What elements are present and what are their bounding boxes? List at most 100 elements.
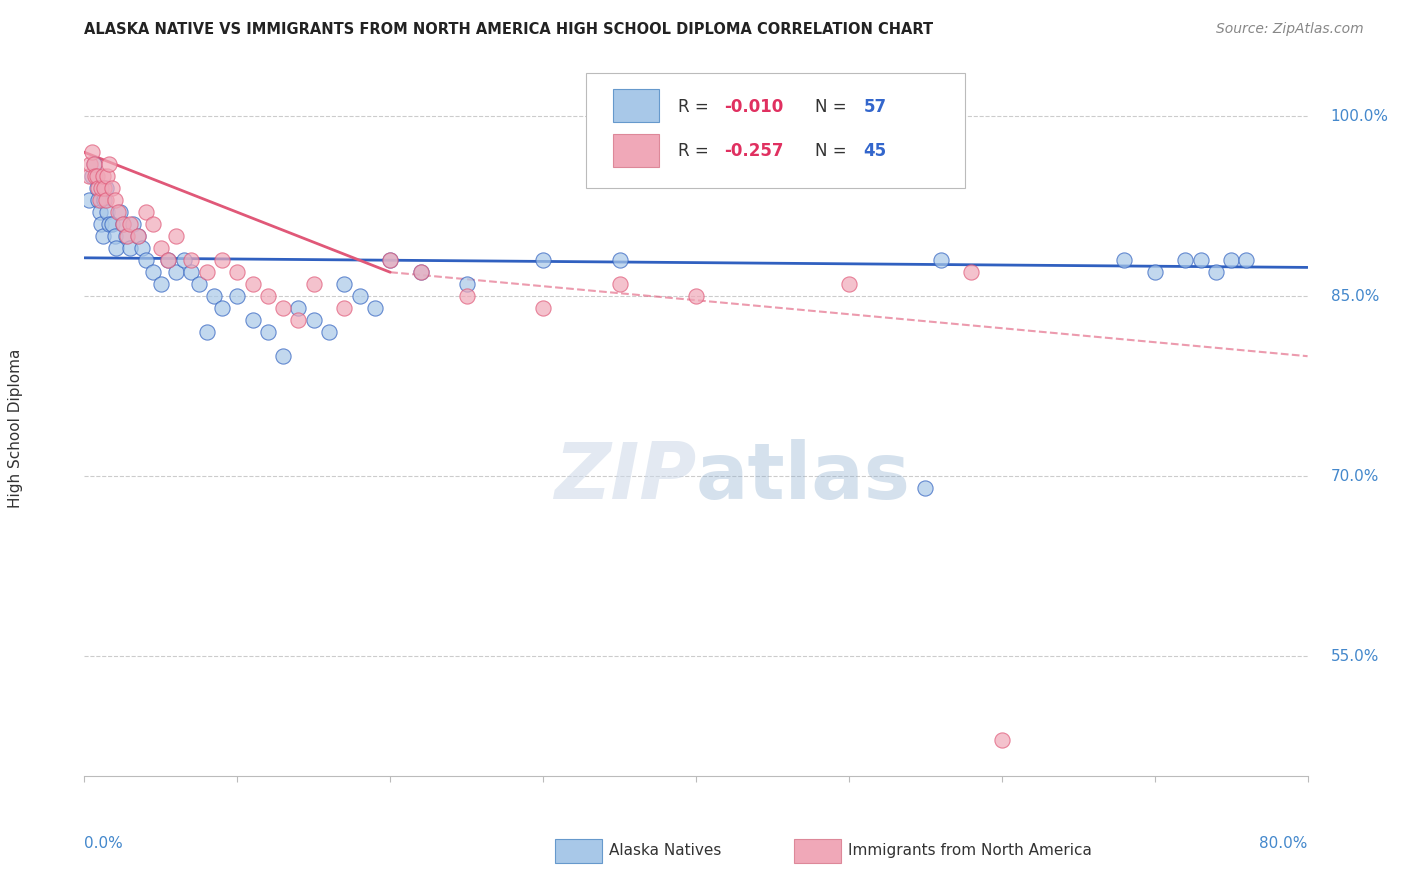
Point [104, 193, 127, 207]
Point [83, 157, 105, 171]
Point [333, 301, 356, 316]
Point [195, 265, 218, 279]
Point [1234, 253, 1257, 268]
Text: Source: ZipAtlas.com: Source: ZipAtlas.com [1216, 22, 1364, 37]
Point [127, 229, 149, 244]
Point [83, 157, 105, 171]
Point [115, 229, 138, 244]
Point [242, 277, 264, 292]
Point [1189, 253, 1212, 268]
Point [531, 253, 554, 268]
Point [157, 253, 180, 268]
Point [101, 217, 124, 231]
Text: Immigrants from North America: Immigrants from North America [848, 844, 1091, 858]
Text: High School Diploma: High School Diploma [8, 349, 22, 508]
Point [318, 325, 340, 339]
Point [79, 157, 101, 171]
Point [104, 229, 127, 244]
Point [226, 289, 249, 303]
Point [111, 217, 134, 231]
Point [107, 205, 129, 219]
Point [101, 181, 124, 195]
FancyBboxPatch shape [613, 134, 659, 168]
Point [531, 301, 554, 316]
Text: -0.010: -0.010 [724, 98, 783, 116]
Point [94, 193, 117, 207]
Text: 80.0%: 80.0% [1260, 836, 1308, 851]
Text: R =: R = [678, 98, 714, 116]
Text: 85.0%: 85.0% [1330, 289, 1379, 303]
Point [226, 265, 249, 279]
Point [257, 289, 280, 303]
Point [131, 241, 153, 255]
Point [257, 325, 280, 339]
Point [149, 277, 172, 292]
Point [685, 289, 707, 303]
Point [202, 289, 225, 303]
Text: 70.0%: 70.0% [1330, 468, 1379, 483]
Point [609, 277, 631, 292]
Point [96, 205, 118, 219]
Point [180, 265, 202, 279]
Point [111, 217, 134, 231]
Point [1143, 265, 1166, 279]
Point [91, 169, 114, 184]
Point [142, 217, 165, 231]
Point [135, 205, 157, 219]
Point [960, 265, 983, 279]
Point [302, 313, 325, 327]
Point [990, 733, 1012, 747]
Text: 45: 45 [863, 142, 887, 161]
Point [86, 169, 108, 184]
Point [1205, 265, 1227, 279]
Text: ALASKA NATIVE VS IMMIGRANTS FROM NORTH AMERICA HIGH SCHOOL DIPLOMA CORRELATION C: ALASKA NATIVE VS IMMIGRANTS FROM NORTH A… [84, 22, 934, 37]
Point [97, 157, 120, 171]
Point [364, 301, 387, 316]
Point [89, 205, 111, 219]
Point [149, 241, 172, 255]
Point [127, 229, 149, 244]
Point [89, 193, 111, 207]
Point [929, 253, 952, 268]
Point [87, 193, 110, 207]
Text: ZIP: ZIP [554, 439, 696, 515]
Point [165, 265, 187, 279]
Point [135, 253, 157, 268]
Point [157, 253, 180, 268]
Point [609, 253, 631, 268]
Point [108, 205, 131, 219]
Point [105, 241, 128, 255]
Point [90, 217, 112, 231]
Point [77, 193, 100, 207]
Text: N =: N = [814, 142, 852, 161]
Point [80, 145, 103, 160]
Point [914, 481, 936, 495]
Point [242, 313, 264, 327]
Point [93, 193, 115, 207]
Point [84, 169, 107, 184]
Point [142, 265, 165, 279]
Text: 57: 57 [863, 98, 887, 116]
Point [180, 253, 202, 268]
Point [271, 301, 294, 316]
Text: 100.0%: 100.0% [1330, 109, 1389, 124]
Point [87, 181, 110, 195]
Point [456, 277, 478, 292]
Text: N =: N = [814, 98, 852, 116]
Point [409, 265, 432, 279]
Point [97, 217, 120, 231]
Point [90, 181, 112, 195]
Point [333, 277, 356, 292]
Point [120, 217, 142, 231]
Point [120, 241, 142, 255]
Point [271, 349, 294, 363]
Text: -0.257: -0.257 [724, 142, 783, 161]
Point [302, 277, 325, 292]
Point [195, 325, 218, 339]
Point [86, 181, 108, 195]
Point [380, 253, 402, 268]
Point [287, 301, 309, 316]
Text: 0.0%: 0.0% [84, 836, 124, 851]
Point [211, 253, 233, 268]
Point [456, 289, 478, 303]
